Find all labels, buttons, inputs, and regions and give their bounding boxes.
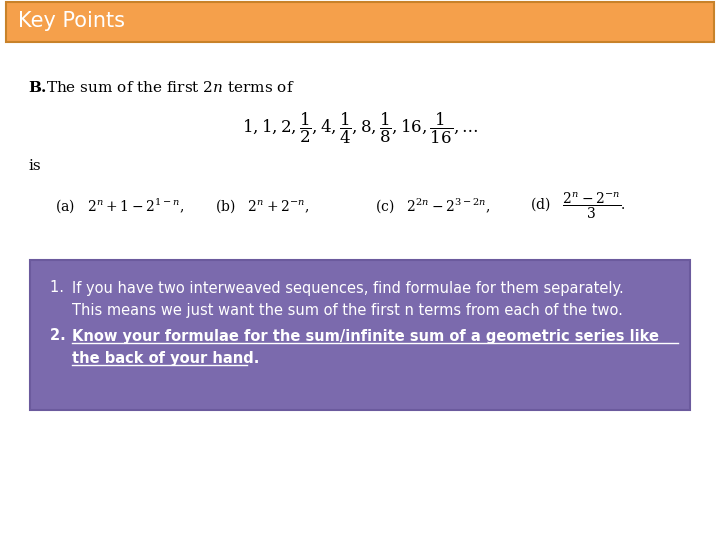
Text: 1.: 1. bbox=[50, 280, 71, 295]
Text: This means we just want the sum of the first n terms from each of the two.: This means we just want the sum of the f… bbox=[72, 302, 623, 318]
Text: Know your formulae for the sum/infinite sum of a geometric series like: Know your formulae for the sum/infinite … bbox=[72, 328, 659, 343]
Text: (a)   $2^n + 1 - 2^{1-n}$,: (a) $2^n + 1 - 2^{1-n}$, bbox=[55, 197, 184, 215]
Text: (d)   $\dfrac{2^n - 2^{-n}}{3}$.: (d) $\dfrac{2^n - 2^{-n}}{3}$. bbox=[530, 191, 626, 221]
Bar bbox=[30, 260, 690, 410]
Text: Key Points: Key Points bbox=[18, 11, 125, 31]
Text: B.: B. bbox=[28, 81, 46, 95]
Text: (b)   $2^n + 2^{-n}$,: (b) $2^n + 2^{-n}$, bbox=[215, 197, 309, 215]
Text: If you have two interweaved sequences, find formulae for them separately.: If you have two interweaved sequences, f… bbox=[72, 280, 624, 295]
Text: is: is bbox=[28, 159, 40, 173]
Text: 2.: 2. bbox=[50, 328, 73, 343]
Text: $1, 1, 2, \dfrac{1}{2}, 4, \dfrac{1}{4}, 8, \dfrac{1}{8}, 16, \dfrac{1}{16}, \ld: $1, 1, 2, \dfrac{1}{2}, 4, \dfrac{1}{4},… bbox=[242, 110, 478, 146]
Text: the back of your hand.: the back of your hand. bbox=[72, 350, 259, 366]
Text: The sum of the first $2n$ terms of: The sum of the first $2n$ terms of bbox=[46, 80, 294, 96]
Bar bbox=[6, 2, 714, 42]
Text: (c)   $2^{2n} - 2^{3-2n}$,: (c) $2^{2n} - 2^{3-2n}$, bbox=[375, 197, 490, 215]
